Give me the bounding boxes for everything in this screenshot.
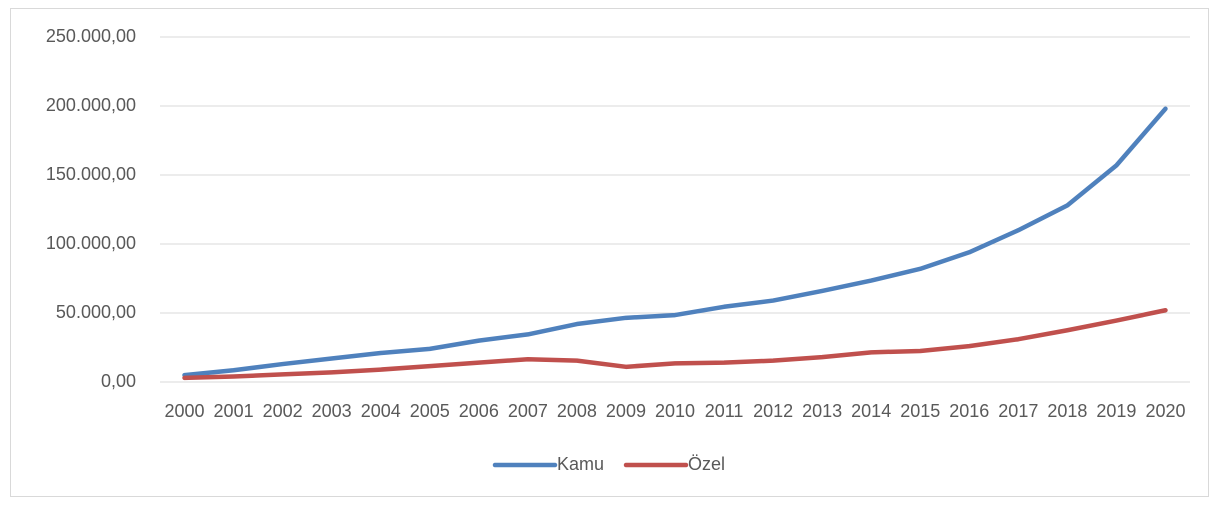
x-tick-label: 2019	[1096, 401, 1136, 421]
x-tick-label: 2004	[361, 401, 401, 421]
legend-label: Özel	[688, 454, 725, 474]
chart-border	[10, 8, 1209, 497]
x-tick-label: 2015	[900, 401, 940, 421]
x-tick-label: 2006	[459, 401, 499, 421]
x-tick-label: 2005	[410, 401, 450, 421]
x-tick-label: 2018	[1047, 401, 1087, 421]
x-tick-label: 2016	[949, 401, 989, 421]
x-tick-label: 2010	[655, 401, 695, 421]
x-tick-label: 2009	[606, 401, 646, 421]
x-tick-label: 2003	[312, 401, 352, 421]
y-tick-label: 200.000,00	[46, 95, 136, 115]
y-tick-label: 250.000,00	[46, 26, 136, 46]
x-tick-label: 2012	[753, 401, 793, 421]
y-tick-label: 50.000,00	[56, 302, 136, 322]
y-tick-label: 150.000,00	[46, 164, 136, 184]
x-tick-label: 2011	[705, 401, 744, 421]
x-tick-label: 2014	[851, 401, 891, 421]
x-tick-label: 2020	[1145, 401, 1185, 421]
x-tick-label: 2008	[557, 401, 597, 421]
x-tick-label: 2013	[802, 401, 842, 421]
y-tick-label: 100.000,00	[46, 233, 136, 253]
x-tick-label: 2001	[214, 401, 254, 421]
x-tick-label: 2002	[263, 401, 303, 421]
x-tick-label: 2017	[998, 401, 1038, 421]
legend-label: Kamu	[557, 454, 604, 474]
x-tick-label: 2007	[508, 401, 548, 421]
series-line	[182, 106, 1168, 378]
x-tick-label: 2000	[165, 401, 205, 421]
y-tick-label: 0,00	[101, 371, 136, 391]
series-line	[182, 307, 1168, 381]
